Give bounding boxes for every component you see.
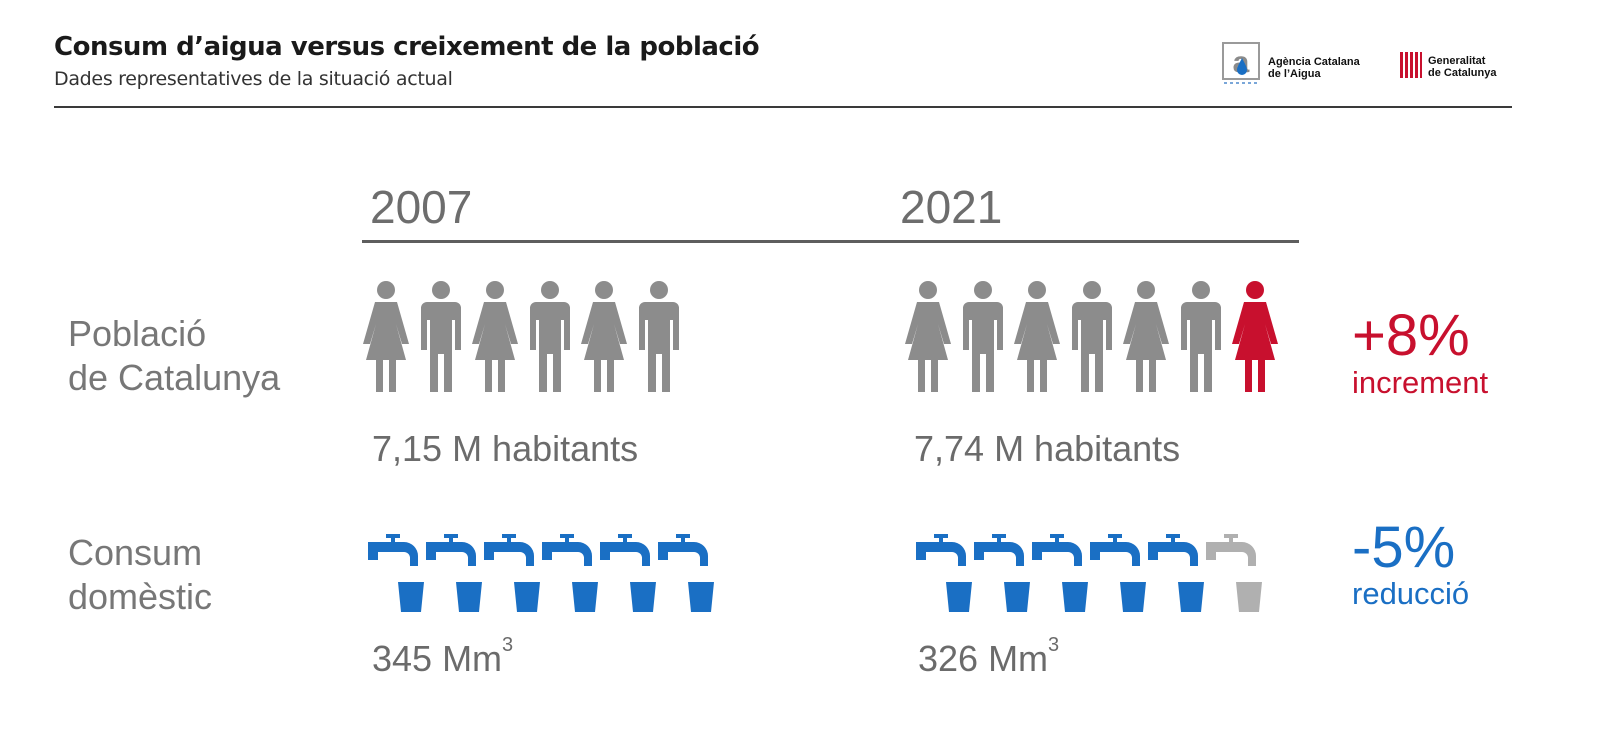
population-2021-icons: [904, 280, 1294, 395]
population-change-percent: +8%: [1352, 303, 1470, 368]
aca-logo-line1: Agència Catalana: [1268, 56, 1360, 68]
woman-icon: [1013, 280, 1061, 397]
senyera-icon: [1400, 52, 1422, 78]
population-change-word: increment: [1352, 365, 1489, 400]
generalitat-logo: Generalitat de Catalunya: [1400, 52, 1520, 82]
page-subtitle: Dades representatives de la situació act…: [54, 68, 453, 90]
header-divider: [54, 106, 1512, 108]
man-icon: [959, 280, 1007, 397]
tap-glass-icon: [482, 532, 540, 619]
page-title: Consum d’aigua versus creixement de la p…: [54, 32, 760, 62]
consumption-2007-value: 345 Mm3: [372, 634, 513, 680]
cubic-superscript: 3: [1048, 634, 1060, 656]
consumption-label-line1: Consum: [68, 532, 203, 573]
population-label-line1: Població: [68, 313, 207, 354]
man-icon: [635, 280, 683, 397]
person-icon-highlight: [1231, 280, 1279, 397]
population-2007-icons: [362, 280, 692, 395]
population-2007-value: 7,15 M habitants: [372, 428, 639, 469]
consumption-change-percent: -5%: [1352, 515, 1456, 580]
woman-icon: [1122, 280, 1170, 397]
tap-glass-icon: [366, 532, 424, 619]
consumption-change-word: reducció: [1352, 576, 1470, 611]
tap-glass-icon: [1088, 532, 1146, 619]
tap-glass-icon: [914, 532, 972, 619]
tap-glass-icon: [1146, 532, 1204, 619]
population-2021-value: 7,74 M habitants: [914, 428, 1181, 469]
tap-glass-icon: [1030, 532, 1088, 619]
consumption-2021-number: 326 Mm: [918, 638, 1049, 679]
man-icon: [1068, 280, 1116, 397]
tap-glass-icon: [540, 532, 598, 619]
woman-icon: [580, 280, 628, 397]
man-icon: [526, 280, 574, 397]
man-icon: [1177, 280, 1225, 397]
population-label-line2: de Catalunya: [68, 357, 281, 398]
consumption-2021-value: 326 Mm3: [918, 634, 1059, 680]
consumption-label-line2: domèstic: [68, 576, 213, 617]
tap-glass-icon-reduced: [1204, 532, 1262, 619]
consumption-2021-icons: [914, 532, 1274, 614]
woman-icon: [471, 280, 519, 397]
year-divider: [362, 240, 1299, 243]
tap-glass-icon: [424, 532, 482, 619]
consumption-2007-number: 345 Mm: [372, 638, 503, 679]
consumption-row-label: Consum domèstic: [68, 531, 212, 619]
aca-logo-line2: de l’Aigua: [1268, 68, 1321, 80]
aca-mark-icon: a: [1222, 42, 1260, 84]
man-icon: [417, 280, 465, 397]
year-2021-label: 2021: [900, 181, 1003, 233]
gen-logo-line1: Generalitat: [1428, 55, 1486, 67]
cubic-superscript: 3: [502, 634, 514, 656]
gen-logo-line2: de Catalunya: [1428, 67, 1497, 79]
woman-icon: [904, 280, 952, 397]
tap-glass-icon: [656, 532, 714, 619]
tap-glass-icon: [598, 532, 656, 619]
consumption-2007-icons: [366, 532, 726, 614]
tap-glass-icon: [972, 532, 1030, 619]
agencia-catalana-aigua-logo: a Agència Catalana de l’Aigua: [1222, 42, 1382, 90]
year-2007-label: 2007: [370, 181, 473, 233]
population-row-label: Població de Catalunya: [68, 312, 280, 400]
woman-icon: [362, 280, 410, 397]
